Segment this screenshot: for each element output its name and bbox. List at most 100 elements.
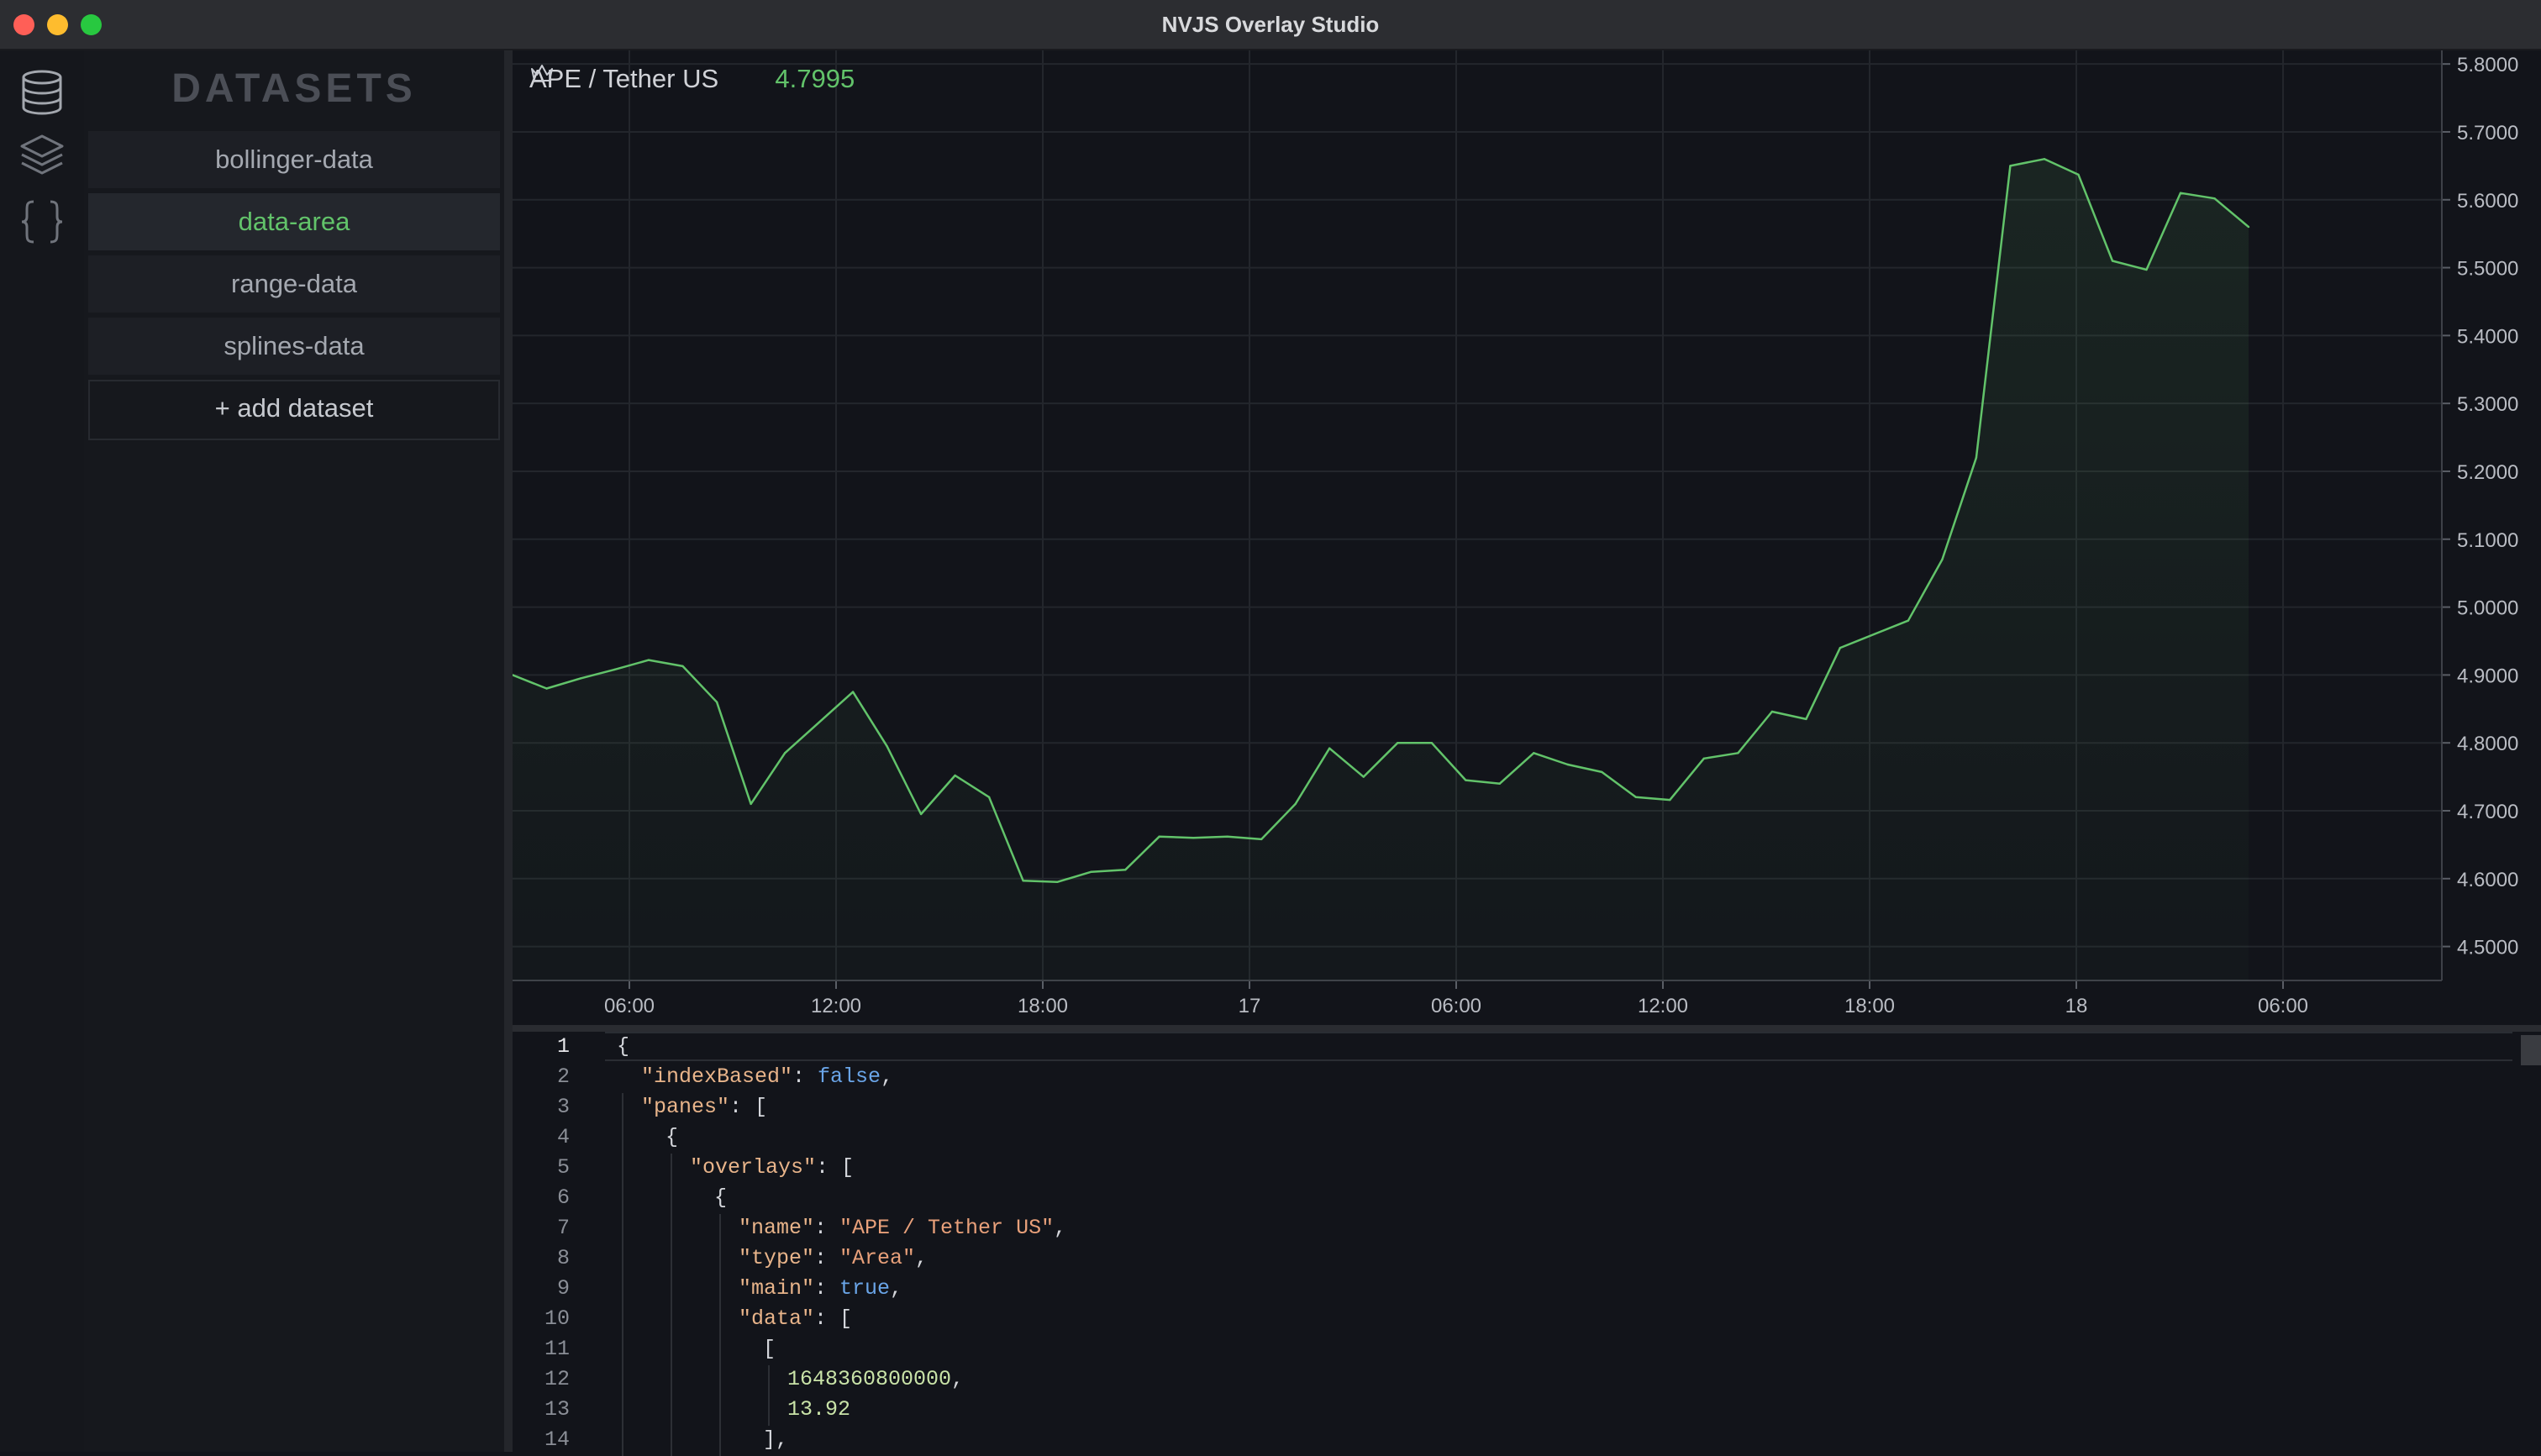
line-number: 1 (556, 1034, 570, 1059)
legend-symbol: APE / Tether US (529, 64, 719, 93)
indent-guide (768, 1365, 770, 1426)
data-point (715, 701, 718, 703)
data-point (2145, 268, 2148, 271)
data-point (954, 774, 956, 777)
code-token: "Area" (839, 1246, 916, 1270)
data-point (2077, 173, 2080, 176)
code-token: "panes" (641, 1095, 730, 1119)
datasets-heading: DATASETS (171, 66, 417, 111)
data-point (1669, 798, 1671, 802)
code-line: ], (763, 1427, 788, 1452)
series-line[interactable] (513, 158, 2249, 884)
window-title: NVJS Overlay Studio (1161, 12, 1380, 37)
line-number: 4 (556, 1125, 570, 1149)
dataset-item-range-data[interactable]: range-data (88, 255, 500, 313)
code-token: : (814, 1246, 840, 1270)
data-point (1090, 870, 1092, 873)
data-point (1397, 742, 1399, 744)
code-token: [ (763, 1337, 776, 1361)
indent-guide (671, 1154, 672, 1456)
data-point (919, 812, 923, 816)
add-dataset-button[interactable]: + add dataset (88, 380, 500, 440)
code-token: 13.92 (787, 1397, 851, 1422)
code-line: [ (763, 1337, 776, 1361)
code-line: 13.92 (787, 1397, 850, 1422)
y-tick-label: 5.5000 (2457, 258, 2518, 281)
data-point (1702, 757, 1706, 760)
code-line: "data": [ (739, 1306, 852, 1331)
code-token: "APE / Tether US" (839, 1216, 1055, 1240)
line-number: 10 (544, 1306, 570, 1331)
code-token: ], (763, 1427, 789, 1452)
x-tick-label: 17 (1239, 995, 1261, 1017)
close-window-button[interactable] (13, 14, 34, 35)
dataset-item-data-area[interactable]: data-area (88, 193, 500, 250)
dataset-item-splines-data[interactable]: splines-data (88, 318, 500, 375)
y-tick-label: 4.6000 (2457, 869, 2518, 891)
icon-rail (0, 50, 84, 1452)
line-number: 3 (556, 1095, 570, 1119)
code-token: , (915, 1246, 929, 1270)
crown-icon[interactable] (531, 65, 761, 89)
y-tick-label: 4.8000 (2457, 733, 2518, 755)
data-point (681, 665, 684, 668)
y-tick-label: 4.7000 (2457, 801, 2518, 823)
data-point (1294, 802, 1297, 806)
data-point (1226, 835, 1228, 838)
data-point (1975, 456, 1978, 459)
zoom-window-button[interactable] (81, 14, 102, 35)
data-point (987, 796, 991, 798)
code-line: { (666, 1125, 678, 1149)
layers-icon[interactable] (18, 131, 66, 178)
y-tick-label: 5.4000 (2457, 325, 2518, 348)
pane-splitter[interactable] (513, 1025, 2541, 1032)
line-number: 11 (544, 1337, 570, 1361)
code-token: { (666, 1125, 679, 1149)
x-tick-label: 18 (2065, 995, 2088, 1017)
data-point (2179, 192, 2182, 194)
code-line: "type": "Area", (739, 1246, 928, 1270)
braces-icon[interactable] (18, 198, 66, 245)
code-token: { (617, 1034, 630, 1059)
line-number: 14 (544, 1427, 570, 1452)
dataset-item-bollinger-data[interactable]: bollinger-data (88, 131, 500, 188)
editor-scrollbar[interactable] (2521, 1035, 2541, 1065)
chart-pane[interactable]: 5.8000 5.7000 5.6000 5.5000 5.4000 5.3000 5.20… (513, 50, 2541, 1025)
code-line: { (617, 1034, 629, 1059)
line-number: 6 (556, 1185, 570, 1210)
data-point (579, 677, 582, 680)
sidebar-resize-handle[interactable] (504, 50, 513, 1452)
code-line: "name": "APE / Tether US", (739, 1216, 1066, 1240)
x-tick-label: 06:00 (1431, 995, 1481, 1017)
data-point (1056, 880, 1059, 883)
data-point (647, 659, 650, 661)
price-chart[interactable]: 5.8000 5.7000 5.6000 5.5000 5.4000 5.3000 5.20… (513, 50, 2541, 1025)
data-point (1158, 835, 1160, 838)
code-line: 1648360800000, (787, 1367, 964, 1391)
indent-guide (719, 1214, 721, 1456)
data-point (1430, 742, 1434, 744)
data-point (1533, 752, 1535, 754)
code-line: "panes": [ (641, 1095, 767, 1119)
x-tick-label: 06:00 (604, 995, 655, 1017)
code-line: { (714, 1185, 727, 1210)
current-line-highlight (605, 1032, 2512, 1061)
data-point (2111, 260, 2114, 262)
code-token: 1648360800000 (787, 1367, 952, 1391)
line-number: 12 (544, 1367, 570, 1391)
data-point (1737, 752, 1739, 754)
minimize-window-button[interactable] (47, 14, 68, 35)
json-editor[interactable]: 1 2 3 4 5 6 7 8 9 10 11 12 13 14 {"indexBased": false… (513, 1032, 2541, 1456)
database-icon[interactable] (18, 69, 66, 116)
data-point (1465, 779, 1467, 781)
data-point (2213, 197, 2216, 200)
data-point (1124, 869, 1127, 871)
data-point (1260, 838, 1263, 841)
code-token: true (839, 1276, 891, 1301)
data-point (1634, 796, 1638, 798)
data-point (2247, 225, 2250, 229)
code-token: "overlays" (690, 1155, 817, 1180)
data-point (545, 687, 548, 690)
line-number: 7 (556, 1216, 570, 1240)
data-point (1328, 747, 1331, 749)
